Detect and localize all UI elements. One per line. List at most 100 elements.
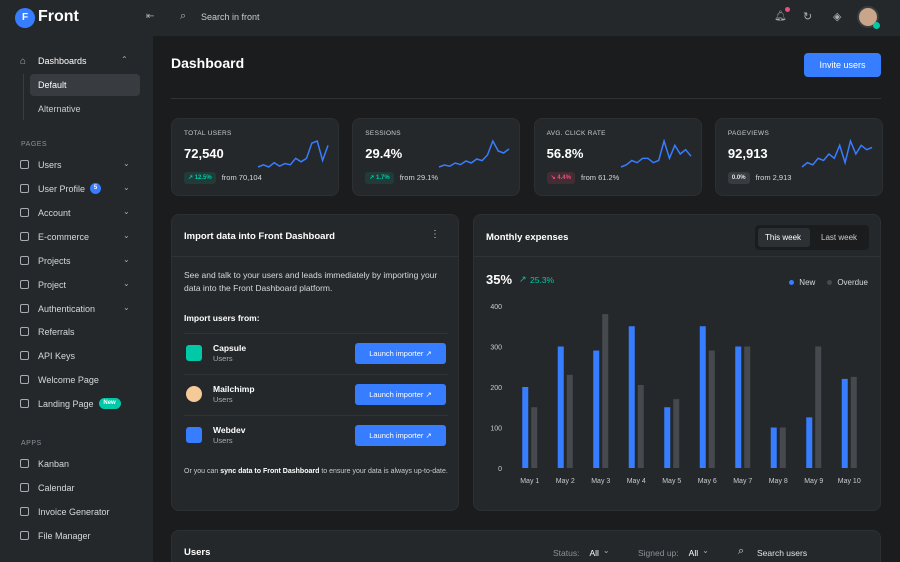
more-button[interactable]: ⋮ <box>430 229 440 240</box>
nav-item[interactable]: Referrals <box>38 327 75 337</box>
change-badge: ↗ 1.7% <box>365 172 394 184</box>
external-icon: ↗ <box>423 431 432 440</box>
active-highlight <box>30 74 140 96</box>
change: 25.3% <box>530 275 555 285</box>
stat-card: AVG. CLICK RATE 56.8% ↘ 4.4% from 61.2% <box>533 118 702 196</box>
filter-label: Signed up: <box>638 548 679 558</box>
nav-item[interactable]: Projects <box>38 256 71 266</box>
legend-swatch <box>789 280 795 285</box>
nav-icon <box>20 304 29 313</box>
nav-item[interactable]: Project <box>38 280 67 290</box>
page-title: Dashboard <box>171 55 245 71</box>
nav-icon <box>20 256 29 265</box>
bar <box>806 417 813 468</box>
x-tick-label: May 3 <box>591 478 610 485</box>
activity[interactable]: ↻ <box>803 11 813 23</box>
users-card: Users Status: All ⌄ Signed up: All ⌄ ⌕ Search us… <box>171 530 881 562</box>
nav-item[interactable]: Users <box>38 160 62 170</box>
trend-icon: ↘ <box>550 175 558 181</box>
x-tick-label: May 8 <box>769 478 788 485</box>
chevron: ⌄ <box>123 231 130 240</box>
filter-select[interactable]: All <box>688 548 699 558</box>
nav-item[interactable]: API Keys <box>38 351 76 361</box>
bar <box>779 427 786 468</box>
button-label: Launch importer <box>369 390 424 399</box>
legend-label: Overdue <box>837 278 868 287</box>
sparkline-path <box>439 139 510 168</box>
nav-icon <box>20 232 29 241</box>
stat-card: TOTAL USERS 72,540 ↗ 12.5% from 70,104 <box>171 118 339 196</box>
row-divider <box>184 333 448 334</box>
trend-icon: ↗ <box>188 175 195 181</box>
change-value: 0.0% <box>731 175 746 181</box>
nav-item[interactable]: Calendar <box>38 483 75 493</box>
change-badge: ↘ 4.4% <box>546 172 575 184</box>
card-divider <box>474 256 880 257</box>
brand[interactable]: Front <box>38 8 79 25</box>
source-logo <box>186 345 202 361</box>
bar <box>735 346 742 468</box>
total: 35% <box>486 272 513 287</box>
chevron: ⌃ <box>121 55 128 64</box>
chevron: ⌄ <box>123 159 130 168</box>
nav-icon <box>20 507 29 516</box>
card-divider <box>172 256 458 257</box>
apps[interactable]: ◈ <box>833 11 842 23</box>
nav-item[interactable]: Welcome Page <box>38 375 99 385</box>
row-divider <box>184 374 448 375</box>
launch-button[interactable]: Launch importer ↗ <box>355 343 446 364</box>
x-tick-label: May 5 <box>662 478 681 485</box>
tab[interactable]: This week <box>765 233 802 242</box>
source-meta: Users <box>213 354 233 363</box>
tab[interactable]: Last week <box>821 233 858 242</box>
invite-button[interactable]: Invite users <box>804 53 881 77</box>
submenu-item[interactable]: Alternative <box>38 104 81 114</box>
sparkline <box>801 139 873 168</box>
change-value: 4.4% <box>557 175 571 181</box>
sparkline <box>439 139 510 168</box>
nav-item[interactable]: Account <box>38 208 71 218</box>
x-tick-label: May 10 <box>838 478 861 485</box>
import-card: Import data into Front Dashboard ⋮ See and… <box>171 214 459 511</box>
y-tick-label: 300 <box>490 345 502 352</box>
badge: 5 <box>90 183 102 194</box>
nav-item[interactable]: Dashboards <box>38 56 87 66</box>
bar-chart: 0 100 200 300 400 May 1 May 2 May 3 May 4 May 5 Ma… <box>490 304 861 485</box>
previous-value: from 61.2% <box>580 173 620 182</box>
y-tick-label: 400 <box>490 304 502 311</box>
filter-label: Status: <box>553 548 580 558</box>
external-icon: ↗ <box>423 349 432 358</box>
submenu-item[interactable]: Default <box>38 80 67 90</box>
filter-select[interactable]: All <box>589 548 599 558</box>
search-input[interactable]: Search in front <box>201 12 260 22</box>
launch-button[interactable]: Launch importer ↗ <box>355 384 446 405</box>
nav-item[interactable]: Landing Page <box>38 399 94 409</box>
previous-value: from 29.1% <box>399 173 439 182</box>
expenses-card: Monthly expenses This week Last week 35% ↗ 25… <box>473 214 881 511</box>
nav-icon <box>20 351 29 360</box>
collapse-button[interactable]: ⇤ <box>146 11 155 22</box>
nav-item[interactable]: E-commerce <box>38 232 90 242</box>
nav-item[interactable]: Kanban <box>38 459 70 469</box>
bar <box>664 407 671 468</box>
card-title: Monthly expenses <box>486 232 569 243</box>
stat-value: 29.4% <box>365 146 403 161</box>
launch-button[interactable]: Launch importer ↗ <box>355 425 446 446</box>
search-input[interactable]: Search users <box>757 548 808 558</box>
notification-dot <box>785 7 790 12</box>
x-tick-label: May 6 <box>698 478 717 485</box>
x-tick-label: May 7 <box>733 478 752 485</box>
nav-item[interactable]: User Profile <box>38 184 86 194</box>
nav-item[interactable]: File Manager <box>38 531 91 541</box>
chevron: ⌄ <box>702 546 709 555</box>
nav-item[interactable]: Authentication <box>38 304 96 314</box>
search-icon: ⌕ <box>180 10 187 22</box>
nav-icon <box>20 327 29 336</box>
footer-link[interactable]: sync data to Front Dashboard <box>220 468 320 475</box>
source-name: Webdev <box>213 425 246 435</box>
nav-icon <box>20 483 29 492</box>
nav-item[interactable]: Invoice Generator <box>38 507 110 517</box>
sparkline <box>620 139 692 168</box>
notifications[interactable]: 🔔︎ <box>774 11 787 22</box>
